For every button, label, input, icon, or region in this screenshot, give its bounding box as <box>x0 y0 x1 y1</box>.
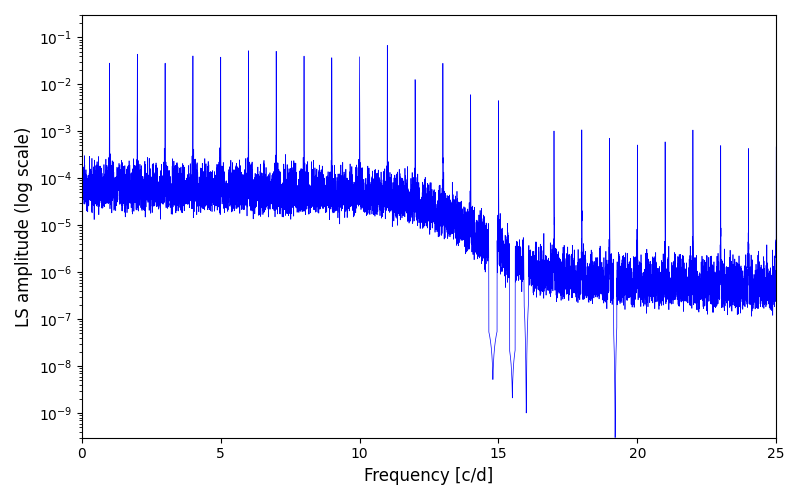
Y-axis label: LS amplitude (log scale): LS amplitude (log scale) <box>15 126 33 326</box>
X-axis label: Frequency [c/d]: Frequency [c/d] <box>364 467 494 485</box>
